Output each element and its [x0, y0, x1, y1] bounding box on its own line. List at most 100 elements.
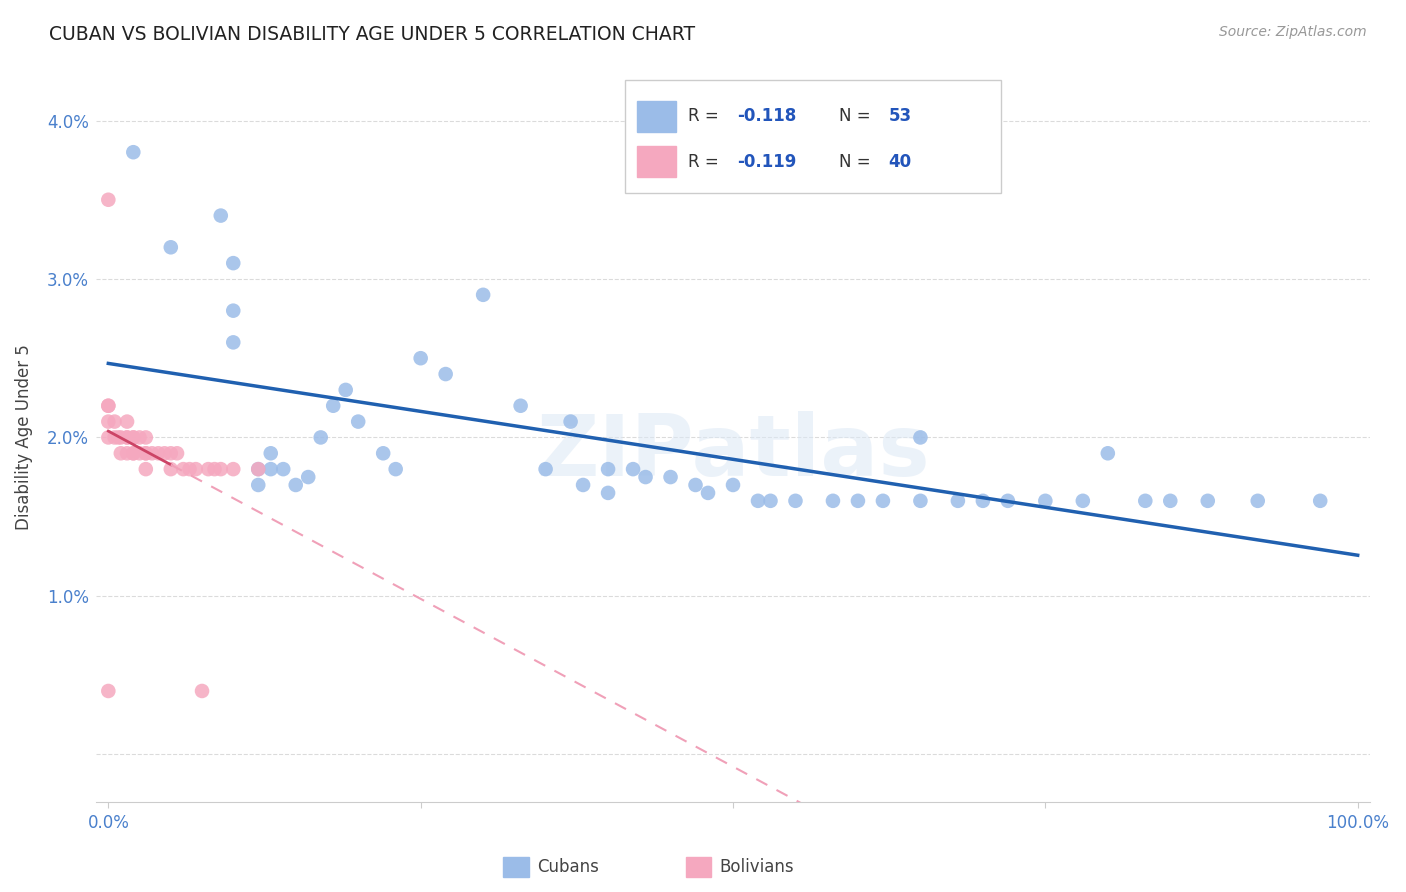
Point: [122, 446, 145, 460]
Point: [621, 462, 644, 476]
Point: [110, 430, 132, 444]
Point: [347, 415, 370, 429]
Text: CUBAN VS BOLIVIAN DISABILITY AGE UNDER 5 CORRELATION CHART: CUBAN VS BOLIVIAN DISABILITY AGE UNDER 5…: [49, 25, 696, 44]
Point: [222, 335, 245, 350]
Point: [222, 462, 245, 476]
Bar: [637, 146, 676, 177]
Point: [297, 470, 319, 484]
Point: [135, 446, 157, 460]
Point: [1309, 493, 1331, 508]
Point: [209, 209, 232, 223]
Point: [509, 399, 531, 413]
Point: [97, 684, 120, 698]
Point: [184, 462, 207, 476]
Point: [122, 446, 145, 460]
Point: [1197, 493, 1219, 508]
Point: [846, 493, 869, 508]
Point: [997, 493, 1019, 508]
Point: [260, 446, 283, 460]
FancyBboxPatch shape: [624, 80, 1001, 194]
Point: [135, 430, 157, 444]
Point: [1071, 493, 1094, 508]
Point: [135, 462, 157, 476]
Text: 40: 40: [889, 153, 911, 170]
Point: [247, 478, 270, 492]
Point: [384, 462, 406, 476]
Point: [122, 430, 145, 444]
Point: [159, 240, 181, 254]
Point: [209, 462, 232, 476]
Point: [191, 684, 214, 698]
Point: [560, 415, 582, 429]
Point: [910, 493, 932, 508]
Point: [97, 430, 120, 444]
Bar: [637, 101, 676, 132]
Point: [596, 486, 619, 500]
Text: 53: 53: [889, 107, 911, 126]
Point: [534, 462, 557, 476]
Point: [309, 430, 332, 444]
Point: [434, 367, 457, 381]
Point: [122, 145, 145, 160]
Point: [271, 462, 294, 476]
Point: [759, 493, 782, 508]
Point: [747, 493, 769, 508]
Point: [1033, 493, 1056, 508]
Point: [141, 446, 163, 460]
Point: [260, 462, 283, 476]
Text: ZIPatlas: ZIPatlas: [536, 410, 929, 493]
Point: [97, 399, 120, 413]
Point: [596, 462, 619, 476]
Point: [409, 351, 432, 366]
Point: [222, 256, 245, 270]
Point: [872, 493, 894, 508]
Text: -0.119: -0.119: [737, 153, 796, 170]
Point: [103, 415, 125, 429]
Point: [721, 478, 744, 492]
Point: [1097, 446, 1119, 460]
Point: [153, 446, 176, 460]
Text: -0.118: -0.118: [737, 107, 796, 126]
Y-axis label: Disability Age Under 5: Disability Age Under 5: [15, 344, 32, 531]
Point: [785, 493, 807, 508]
Point: [159, 462, 181, 476]
Text: R =: R =: [689, 107, 724, 126]
Point: [697, 486, 720, 500]
Point: [128, 430, 150, 444]
Point: [972, 493, 994, 508]
Text: R =: R =: [689, 153, 724, 170]
Point: [97, 193, 120, 207]
Point: [1247, 493, 1270, 508]
Point: [179, 462, 201, 476]
Point: [685, 478, 707, 492]
Point: [166, 446, 188, 460]
Point: [1135, 493, 1157, 508]
Point: [335, 383, 357, 397]
Point: [284, 478, 307, 492]
Point: [247, 462, 270, 476]
Text: N =: N =: [839, 153, 876, 170]
Point: [322, 399, 344, 413]
Point: [197, 462, 219, 476]
Point: [910, 430, 932, 444]
Point: [103, 430, 125, 444]
Point: [472, 288, 495, 302]
Point: [115, 430, 138, 444]
Point: [115, 415, 138, 429]
Point: [110, 446, 132, 460]
Point: [115, 430, 138, 444]
Text: Cubans: Cubans: [537, 858, 599, 876]
Text: Bolivians: Bolivians: [720, 858, 794, 876]
Point: [373, 446, 395, 460]
Point: [172, 462, 194, 476]
Point: [634, 470, 657, 484]
Point: [821, 493, 844, 508]
Point: [204, 462, 226, 476]
Text: N =: N =: [839, 107, 876, 126]
Point: [159, 446, 181, 460]
Point: [122, 430, 145, 444]
Point: [107, 430, 129, 444]
Point: [572, 478, 595, 492]
Point: [128, 446, 150, 460]
Point: [97, 415, 120, 429]
